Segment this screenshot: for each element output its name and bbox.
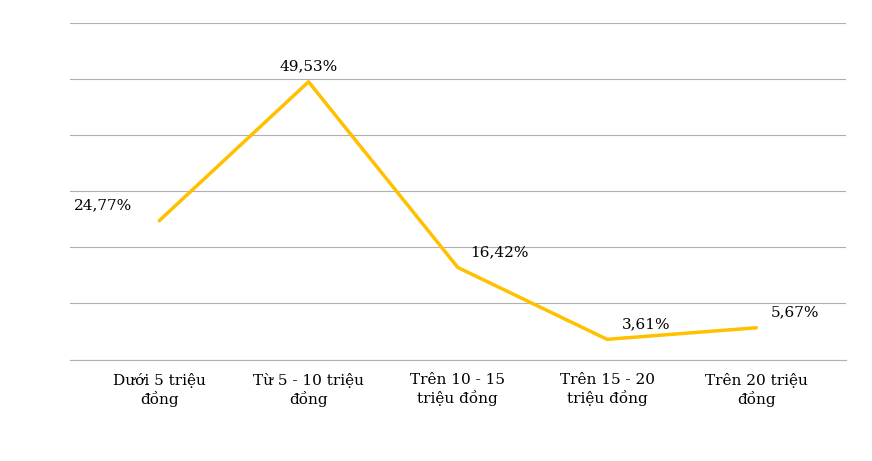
Text: 24,77%: 24,77% — [74, 198, 133, 212]
Text: 5,67%: 5,67% — [771, 305, 820, 319]
Text: 16,42%: 16,42% — [470, 245, 528, 259]
Text: 49,53%: 49,53% — [279, 59, 337, 73]
Text: 3,61%: 3,61% — [622, 317, 671, 331]
